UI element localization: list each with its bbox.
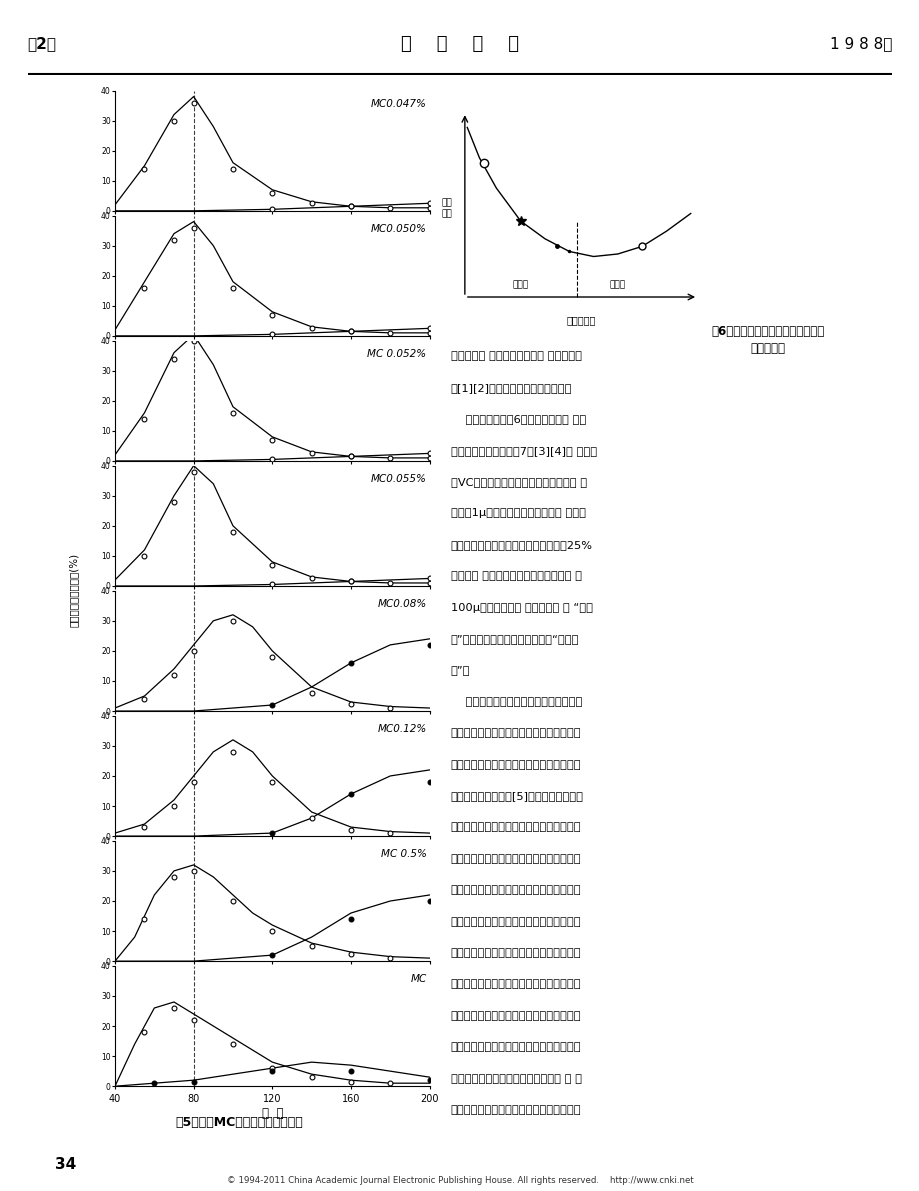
- Text: 平均
粒径: 平均 粒径: [441, 199, 452, 218]
- Text: 聚    氯    乙    烯: 聚 氯 乙 烯: [401, 35, 518, 52]
- Text: 各个筛上有料百分数(%): 各个筛上有料百分数(%): [69, 553, 78, 626]
- Text: MC0.08%: MC0.08%: [377, 599, 426, 609]
- Text: MC: MC: [410, 974, 426, 984]
- Text: 次粒子浓度特别高，有的特别低。引发剤浓: 次粒子浓度特别高，有的特别低。引发剤浓: [450, 885, 581, 896]
- Text: 期”。: 期”。: [450, 666, 470, 675]
- Text: 用发生时紧密粘结。根据表面热力学性质，: 用发生时紧密粘结。根据表面热力学性质，: [450, 1011, 581, 1021]
- Text: 在聚合初期，二次粒子之间频繁地分裂: 在聚合初期，二次粒子之间频繁地分裂: [450, 697, 582, 706]
- Text: 34: 34: [55, 1158, 76, 1172]
- Text: 树脂颗粒。由于成粒前期特别短，二次粒子: 树脂颗粒。由于成粒前期特别短，二次粒子: [450, 948, 581, 958]
- Text: 左右时， 这些二次粒子相互凝聚成直径 为: 左右时， 这些二次粒子相互凝聚成直径 为: [450, 572, 581, 581]
- Text: 和合并，发生自由交换，使引发剤在二次粒: 和合并，发生自由交换，使引发剤在二次粒: [450, 728, 581, 738]
- Text: 子间均匀化，均匀化程度愜高，粒度分布愜: 子间均匀化，均匀化程度愜高，粒度分布愜: [450, 760, 581, 769]
- Text: 它必须凝聚成大颗粒才能降低表面能，使其: 它必须凝聚成大颗粒才能降低表面能，使其: [450, 1042, 581, 1052]
- Text: 早，凝聚后水相还有大量分散剤存在，用以: 早，凝聚后水相还有大量分散剤存在，用以: [450, 1105, 581, 1115]
- Text: MC0.047%: MC0.047%: [370, 99, 426, 108]
- Text: © 1994-2011 China Academic Journal Electronic Publishing House. All rights reser: © 1994-2011 China Academic Journal Elect…: [226, 1176, 693, 1185]
- Text: MC0.050%: MC0.050%: [370, 224, 426, 233]
- Text: 最新颗粒形成理论（图7）[3][4]， 氯乙烯: 最新颗粒形成理论（图7）[3][4]， 氯乙烯: [450, 445, 596, 455]
- Text: 第2期: 第2期: [28, 36, 57, 51]
- Text: 阻止引发剤在二次粒子间均匀化，使有的二: 阻止引发剤在二次粒子间均匀化，使有的二: [450, 854, 581, 863]
- Text: 100μ的树脂颗粒。 把这一点称 为 “成粒: 100μ的树脂颗粒。 把这一点称 为 “成粒: [450, 603, 592, 612]
- Text: 应在二次粒子里进行，当聚合转化率为25%: 应在二次粒子里进行，当聚合转化率为25%: [450, 540, 592, 550]
- Text: 外[1][2]，与分散剤用量关系极大。: 外[1][2]，与分散剤用量关系极大。: [450, 382, 572, 393]
- Text: 点”，成粒点以前的聚合时间称为“成粒前: 点”，成粒点以前的聚合时间称为“成粒前: [450, 634, 579, 644]
- Text: MC0.055%: MC0.055%: [370, 474, 426, 484]
- Text: MC 0.052%: MC 0.052%: [367, 349, 426, 358]
- Text: （VC）在机械搨拌的剪切应力作用下， 以: （VC）在机械搨拌的剪切应力作用下， 以: [450, 476, 586, 487]
- Text: 1 9 8 8年: 1 9 8 8年: [829, 36, 891, 51]
- Text: 单细胞: 单细胞: [609, 280, 625, 289]
- Text: 多细胞: 多细胞: [512, 280, 528, 289]
- Text: 过大，它在二次粒子外迅速形成一层皮膚，: 过大，它在二次粒子外迅速形成一层皮膚，: [450, 822, 581, 833]
- Text: 直径为1μ的二次粒子分散于水中， 聚合反: 直径为1μ的二次粒子分散于水中， 聚合反: [450, 509, 585, 518]
- X-axis label: 筛  目: 筛 目: [261, 1106, 283, 1120]
- Text: 集中，颗粒形态愜好[5]。如果分散剤用量: 集中，颗粒形态愜好[5]。如果分散剤用量: [450, 791, 584, 800]
- Text: 外吸附分散剤特少，皮膚特薄，因而凝聚作: 外吸附分散剤特少，皮膚特薄，因而凝聚作: [450, 979, 581, 990]
- Text: 关键因素， 除了分散剤性质、 搨拌速度而: 关键因素， 除了分散剤性质、 搨拌速度而: [450, 351, 581, 361]
- Text: 图5、不同MC用量的粒度分布曲线: 图5、不同MC用量的粒度分布曲线: [176, 1116, 302, 1129]
- Text: MC0.12%: MC0.12%: [377, 724, 426, 734]
- Text: 的依赖关系: 的依赖关系: [750, 342, 785, 355]
- Text: 度特别高的粒子聚合速度快，很快就凝聚成: 度特别高的粒子聚合速度快，很快就凝聚成: [450, 917, 581, 927]
- Text: 图6、粒径和颗粒形态对分散剂用量: 图6、粒径和颗粒形态对分散剂用量: [710, 325, 824, 338]
- Text: 与搨拌功平衡。而且由于凝聚作用发 生 得: 与搨拌功平衡。而且由于凝聚作用发 生 得: [450, 1073, 581, 1084]
- Text: 分散剤用量: 分散剤用量: [566, 314, 596, 325]
- Text: 为什么会出现图6所示的规律呢？ 根据: 为什么会出现图6所示的规律呢？ 根据: [450, 414, 585, 424]
- Text: MC 0.5%: MC 0.5%: [380, 849, 426, 859]
